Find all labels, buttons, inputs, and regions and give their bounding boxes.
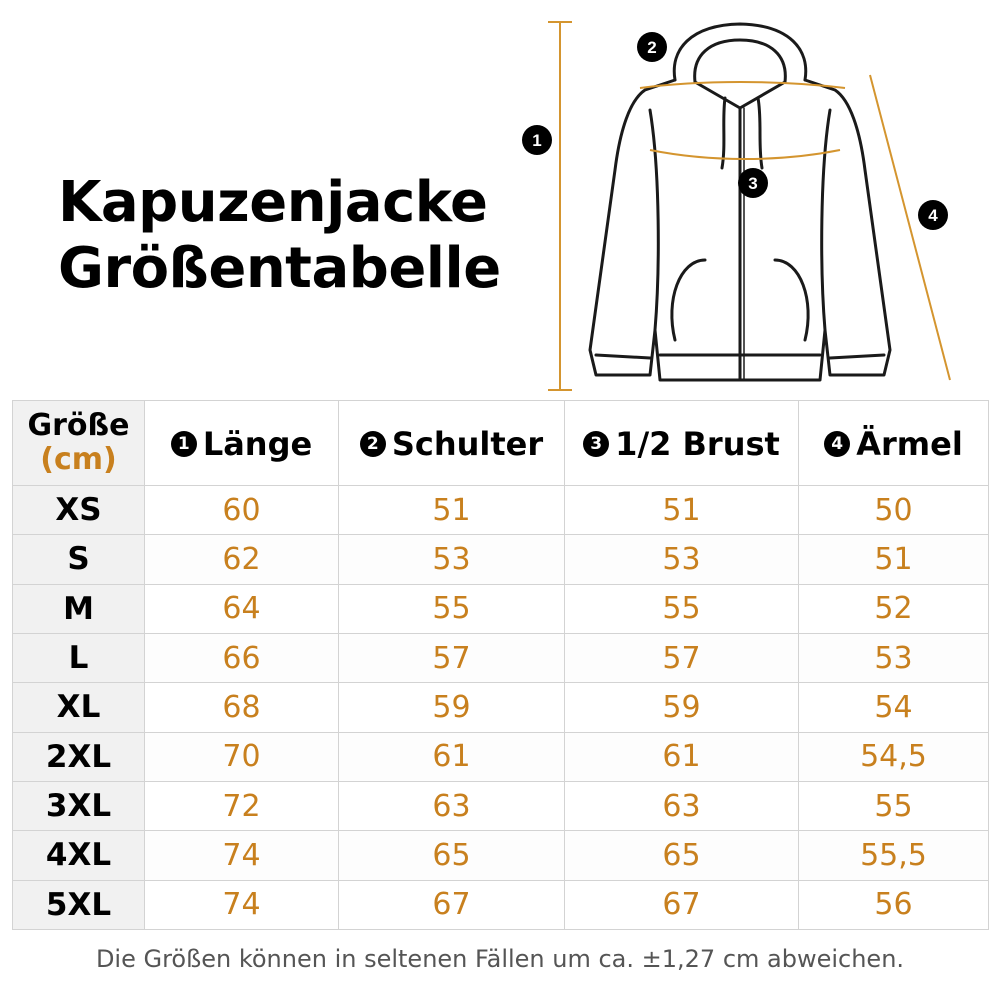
- column-header-laenge: 1 Länge: [144, 400, 339, 486]
- value-cell: 59: [338, 682, 565, 733]
- value-cell: 67: [564, 879, 799, 931]
- value-cell: 55,5: [798, 830, 989, 881]
- title-line-1: Kapuzenjacke: [58, 170, 488, 235]
- size-cell: 3XL: [12, 780, 145, 832]
- value-cell: 53: [798, 632, 989, 684]
- column-header-label: Länge: [202, 425, 313, 463]
- value-cell: 57: [338, 632, 565, 684]
- value-cell: 55: [798, 780, 989, 832]
- marker-3-badge: 3: [583, 431, 610, 457]
- table-row: S 62 53 53 51: [12, 534, 989, 585]
- value-cell: 53: [338, 534, 565, 585]
- marker-1: 1: [522, 125, 552, 155]
- value-cell: 66: [144, 632, 339, 684]
- size-header-label: Größe: [27, 408, 130, 443]
- measure-lines: [548, 21, 951, 391]
- marker-4-badge: 4: [824, 431, 851, 457]
- value-cell: 67: [338, 879, 565, 931]
- size-cell: 4XL: [12, 830, 145, 881]
- value-cell: 62: [144, 534, 339, 585]
- value-cell: 55: [564, 583, 799, 634]
- size-header-unit: (cm): [40, 442, 117, 477]
- column-header-label: 1/2 Brust: [615, 425, 780, 463]
- value-cell: 56: [798, 879, 989, 931]
- table-row: L 66 57 57 53: [12, 632, 989, 684]
- marker-2: 2: [637, 32, 667, 62]
- size-cell: XS: [12, 484, 145, 536]
- value-cell: 60: [144, 484, 339, 536]
- size-cell: XL: [12, 682, 145, 733]
- footnote: Die Größen können in seltenen Fällen um …: [95, 945, 905, 973]
- svg-text:2: 2: [647, 38, 656, 57]
- table-header-row: Größe (cm) 1 Länge 2 Schulter 3 1/2 Brust 4…: [12, 400, 989, 486]
- size-cell: 5XL: [12, 879, 145, 931]
- value-cell: 53: [564, 534, 799, 585]
- size-cell: M: [12, 583, 145, 634]
- table-row: XL 68 59 59 54: [12, 682, 989, 733]
- column-header-label: Schulter: [391, 425, 544, 463]
- value-cell: 50: [798, 484, 989, 536]
- column-header-aermel: 4 Ärmel: [798, 400, 989, 486]
- table-row: 4XL 74 65 65 55,5: [12, 830, 989, 881]
- marker-1-badge: 1: [170, 431, 197, 457]
- hoodie-outline: [588, 22, 892, 382]
- svg-text:4: 4: [928, 206, 938, 225]
- value-cell: 54,5: [798, 731, 989, 782]
- marker-4: 4: [918, 200, 948, 230]
- value-cell: 63: [338, 780, 565, 832]
- value-cell: 51: [798, 534, 989, 585]
- table-row: XS 60 51 51 50: [12, 484, 989, 536]
- value-cell: 57: [564, 632, 799, 684]
- value-cell: 68: [144, 682, 339, 733]
- value-cell: 61: [564, 731, 799, 782]
- column-header-schulter: 2 Schulter: [338, 400, 565, 486]
- value-cell: 74: [144, 830, 339, 881]
- table-row: 2XL 70 61 61 54,5: [12, 731, 989, 782]
- title-line-2: Größentabelle: [58, 236, 501, 301]
- value-cell: 64: [144, 583, 339, 634]
- table-row: M 64 55 55 52: [12, 583, 989, 634]
- table-body: XS 60 51 51 50 S 62 53 53 51 M 64 55 55 52 L 66 57 57 53 XL 6…: [12, 484, 989, 931]
- size-cell: S: [12, 534, 145, 585]
- value-cell: 63: [564, 780, 799, 832]
- measure-markers: 1 2 3 4: [522, 32, 948, 230]
- value-cell: 72: [144, 780, 339, 832]
- size-cell: L: [12, 632, 145, 684]
- value-cell: 51: [564, 484, 799, 536]
- table-row: 5XL 74 67 67 56: [12, 879, 989, 931]
- column-header-brust: 3 1/2 Brust: [564, 400, 799, 486]
- value-cell: 52: [798, 583, 989, 634]
- size-table: Größe (cm) 1 Länge 2 Schulter 3 1/2 Brust 4…: [12, 400, 989, 931]
- value-cell: 51: [338, 484, 565, 536]
- marker-3: 3: [738, 168, 768, 198]
- value-cell: 65: [564, 830, 799, 881]
- value-cell: 59: [564, 682, 799, 733]
- value-cell: 55: [338, 583, 565, 634]
- value-cell: 54: [798, 682, 989, 733]
- value-cell: 65: [338, 830, 565, 881]
- svg-text:1: 1: [532, 131, 541, 150]
- table-row: 3XL 72 63 63 55: [12, 780, 989, 832]
- size-cell: 2XL: [12, 731, 145, 782]
- value-cell: 61: [338, 731, 565, 782]
- column-header-label: Ärmel: [856, 425, 963, 463]
- hoodie-illustration: 1 2 3 4: [522, 21, 951, 391]
- page-title: Kapuzenjacke Größentabelle: [58, 170, 501, 302]
- svg-text:3: 3: [748, 174, 757, 193]
- marker-2-badge: 2: [359, 431, 386, 457]
- value-cell: 74: [144, 879, 339, 931]
- size-column-header: Größe (cm): [12, 400, 145, 486]
- value-cell: 70: [144, 731, 339, 782]
